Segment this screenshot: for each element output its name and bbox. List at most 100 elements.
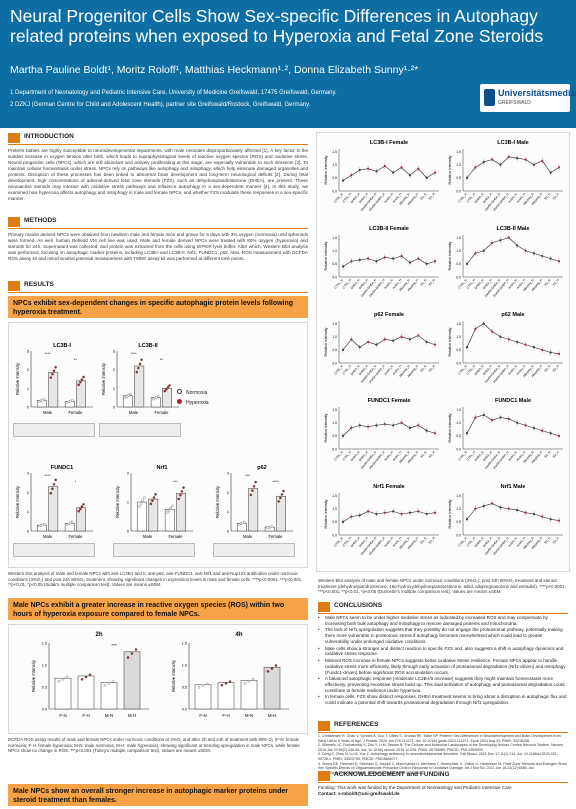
y-axis-label: Relative Intensity — [448, 499, 452, 528]
y-axis-label: Relative Intensity — [324, 499, 328, 528]
list-item: Male cells show a stronger and distinct … — [318, 646, 568, 658]
group-label: Male — [43, 534, 53, 539]
figure-caption-1: Western blot analysis of male and female… — [8, 571, 303, 588]
tick-label: 1.5 — [456, 494, 461, 498]
y-axis-label: Relative Intensity — [115, 485, 120, 518]
bar — [248, 488, 259, 532]
data-point — [252, 485, 256, 488]
data-point — [139, 502, 143, 505]
category-label: DHEA_H — [358, 536, 369, 548]
data-point — [168, 384, 171, 387]
data-point — [254, 480, 257, 484]
contact-text: Contact: s-mboldt@uni-greifswald.de — [318, 791, 400, 796]
sig-label: *** — [245, 473, 250, 478]
data-point — [266, 670, 270, 673]
sig-label: **** — [44, 473, 51, 478]
y-axis-label: Relative Intensity — [324, 327, 328, 356]
data-point — [52, 369, 56, 372]
tick-label: 0 — [127, 530, 129, 534]
tick-label: 0.0 — [332, 189, 337, 193]
figure-caption-2: DCFDA ROS assay results of male and fema… — [8, 737, 300, 754]
category-label: E2_H — [428, 536, 436, 544]
data-point — [140, 358, 143, 362]
data-point — [82, 503, 85, 506]
tick-label: 0.5 — [456, 348, 461, 352]
category-label: E2_N — [420, 364, 428, 372]
panel-title: p62 — [257, 465, 266, 471]
series-line — [342, 335, 436, 351]
tick-label: 0.0 — [332, 275, 337, 279]
category-label: DHEA_N — [350, 364, 361, 376]
series-line — [466, 503, 560, 521]
category-label: CTRL_N — [333, 536, 344, 548]
data-point — [277, 500, 280, 503]
tick-label: 1.5 — [182, 642, 187, 646]
category-label: CTRL_H — [342, 278, 353, 290]
bar — [176, 493, 187, 532]
panel-title: 4h — [235, 632, 242, 638]
university-logo: Universitätsmedizin GREIFSWALD — [480, 84, 576, 112]
category-label: DHEA_N — [474, 192, 485, 204]
y-axis-label: Relative Intensity — [448, 241, 452, 270]
category-label: Andro_N — [507, 192, 518, 204]
tick-label: M-H — [268, 713, 276, 718]
data-point — [111, 680, 115, 683]
bar — [48, 372, 59, 408]
data-point — [107, 682, 111, 685]
category-label: Andro_H — [516, 192, 527, 204]
category-label: Andro_H — [392, 536, 403, 548]
data-point — [80, 678, 84, 681]
data-point — [54, 366, 57, 369]
category-label: E2_H — [428, 364, 436, 372]
sig-label: * — [75, 479, 77, 484]
panel-title: Nrf1 Male — [501, 484, 526, 490]
group-label: Female — [168, 534, 183, 539]
tick-label: 1.5 — [42, 642, 47, 646]
data-point — [43, 523, 46, 526]
series-line — [342, 165, 436, 181]
tick-label: 0.5 — [42, 686, 47, 690]
data-point — [126, 656, 130, 659]
data-point — [201, 684, 205, 687]
sig-label: **** — [44, 351, 51, 356]
intro-text: Preterm babies are highly susceptible to… — [8, 148, 308, 201]
panel-title: LC3B-II Male — [496, 226, 529, 232]
tick-label: 1.5 — [456, 408, 461, 412]
category-label: DHEA_N — [350, 192, 361, 204]
tick-label: 0.5 — [456, 176, 461, 180]
bar — [76, 507, 87, 532]
panel-title: FUNDC1 Male — [495, 398, 531, 404]
data-point — [177, 497, 180, 501]
tick-label: 0.5 — [456, 262, 461, 266]
tick-label: 3 — [113, 350, 115, 354]
data-point — [49, 376, 53, 379]
category-label: E2_N — [420, 450, 428, 458]
category-label: CTRL_N — [457, 450, 468, 462]
category-label: CTRL_N — [333, 278, 344, 290]
data-point — [279, 496, 282, 500]
category-label: DHEA_N — [350, 450, 361, 462]
y-axis-label: Relative Intensity — [324, 413, 328, 442]
data-point — [61, 677, 65, 681]
series-line — [342, 255, 436, 267]
series-line — [466, 323, 560, 355]
category-label: Andro_N — [383, 364, 394, 376]
category-label: E2_H — [428, 192, 436, 200]
results-banner-1: NPCs exhibit sex-dependent changes in sp… — [8, 296, 308, 318]
data-point — [243, 682, 247, 685]
steroid-figure: LC3B-I Female Relative Intensity 0.0 0.5 1.0… — [316, 132, 570, 572]
reference-item: 1. Christensen R, Chau V, Synnes A, Guo … — [318, 734, 561, 743]
series-line — [342, 511, 436, 523]
data-point — [247, 680, 251, 683]
data-point — [77, 383, 80, 387]
category-label: Andro_N — [383, 192, 394, 204]
figure-caption-3: Western Blot analysis of male and female… — [318, 578, 566, 595]
tick-label: 3 — [27, 472, 29, 476]
logo-mark-icon — [484, 89, 495, 106]
y-axis-label: Relative Intensity — [448, 413, 452, 442]
category-label: E2_N — [544, 192, 552, 200]
tick-label: 0.0 — [456, 533, 461, 537]
data-point — [205, 682, 209, 686]
data-point — [249, 493, 253, 497]
category-label: CTRL_H — [466, 192, 477, 204]
